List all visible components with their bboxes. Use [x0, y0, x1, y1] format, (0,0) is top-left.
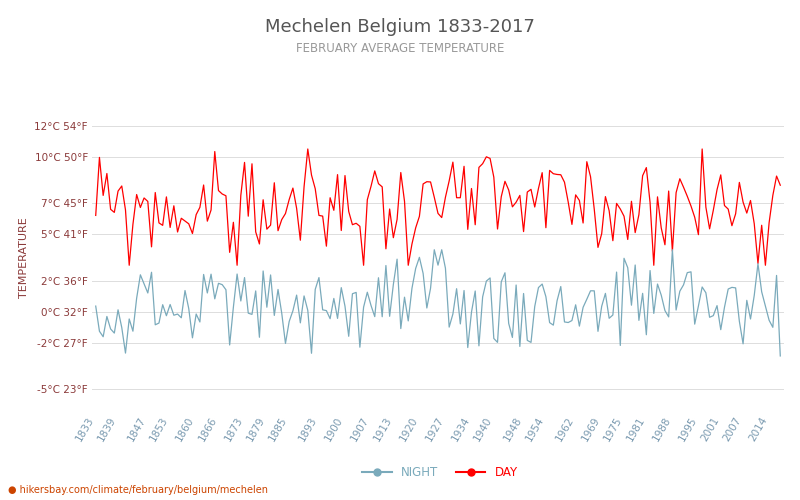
Text: FEBRUARY AVERAGE TEMPERATURE: FEBRUARY AVERAGE TEMPERATURE	[296, 42, 504, 56]
Legend: NIGHT, DAY: NIGHT, DAY	[358, 462, 522, 484]
Text: ● hikersbay.com/climate/february/belgium/mechelen: ● hikersbay.com/climate/february/belgium…	[8, 485, 268, 495]
Text: Mechelen Belgium 1833-2017: Mechelen Belgium 1833-2017	[265, 18, 535, 36]
Y-axis label: TEMPERATURE: TEMPERATURE	[18, 217, 29, 298]
